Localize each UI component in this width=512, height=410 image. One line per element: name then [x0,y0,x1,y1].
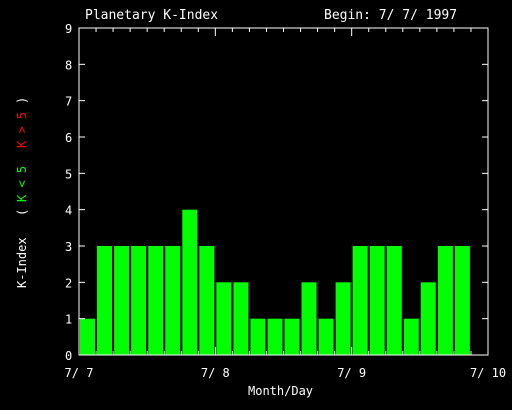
bar [454,246,470,355]
y-tick-label: 1 [65,313,72,327]
y-axis-label-close: ) [15,97,29,104]
bar [80,318,95,355]
x-tick-label: 7/ 7 [65,366,94,380]
bar [148,246,164,355]
bar [386,246,402,355]
y-tick-label: 9 [65,22,72,36]
bar [403,318,419,355]
x-axis-label: Month/Day [248,384,313,398]
bar [165,246,181,355]
bar [182,209,198,355]
bar [352,246,368,355]
x-tick-label: 7/ 9 [337,366,366,380]
y-tick-label: 0 [65,349,72,363]
y-axis-label: K-Index ( K < 5 K > 5 ) [15,97,29,288]
y-tick-label: 3 [65,240,72,254]
y-tick-label: 5 [65,167,72,181]
x-tick-label: 7/ 10 [470,366,506,380]
bar [216,282,232,355]
bar [250,318,266,355]
bar [233,282,249,355]
bar [369,246,385,355]
bar [420,282,436,355]
y-axis-label-open: ( [15,209,29,216]
bar [284,318,300,355]
bar [301,282,317,355]
y-tick-label: 7 [65,95,72,109]
bar [199,246,215,355]
bar [97,246,112,355]
plot-area: 0 1 2 3 4 5 6 7 8 9 7/ 7 7/ 8 7/ 9 7/ 10 [65,22,507,380]
begin-date-label: Begin: 7/ 7/ 1997 [324,8,457,23]
x-tick-label: 7/ 8 [201,366,230,380]
bar [131,246,147,355]
y-axis-label-green: K < 5 [15,166,29,202]
y-tick-label: 2 [65,276,72,290]
bar [335,282,351,355]
y-tick-label: 6 [65,131,72,145]
y-axis-label-red: K > 5 [15,112,29,148]
bar [437,246,453,355]
y-tick-label: 4 [65,204,72,218]
y-axis-label-main: K-Index [15,237,29,288]
chart-title: Planetary K-Index [85,8,218,23]
y-tick-label: 8 [65,58,72,72]
bar [318,318,334,355]
bar [267,318,283,355]
bar [114,246,130,355]
